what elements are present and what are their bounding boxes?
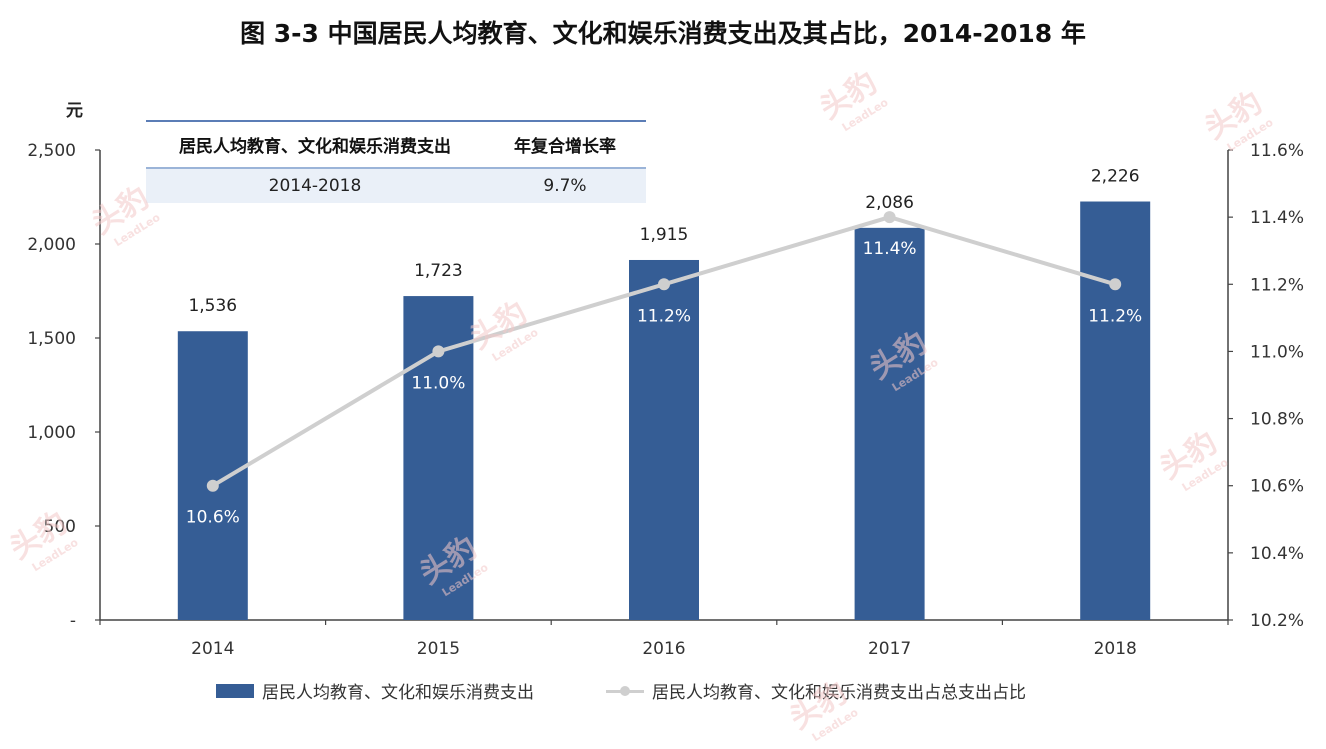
cagr-table-header-row: 居民人均教育、文化和娱乐消费支出 年复合增长率 [146, 120, 646, 169]
y-right-tick-label: 11.6% [1250, 141, 1304, 161]
line-value-label: 11.2% [1088, 306, 1142, 326]
legend-item-bar: 居民人均教育、文化和娱乐消费支出 [216, 678, 534, 703]
y-right-tick-label: 11.2% [1250, 275, 1304, 295]
line-point [883, 211, 896, 224]
cagr-table-rate: 9.7% [484, 168, 646, 203]
y-right-tick-label: 10.6% [1250, 477, 1304, 497]
combo-chart: - 500 1,000 1,500 2,000 2,500 10.2% 10.4% 10.6% 1… [27, 141, 1304, 659]
bar-value-label: 2,086 [865, 193, 914, 213]
x-tick-label: 2014 [191, 639, 234, 659]
y-right-tick-label: 10.8% [1250, 410, 1304, 430]
cagr-table-data-row: 2014-2018 9.7% [146, 168, 646, 203]
legend-item-line: 居民人均教育、文化和娱乐消费支出占总支出占比 [606, 678, 1026, 703]
y-right-tick-label: 10.2% [1250, 611, 1304, 631]
x-tick-label: 2018 [1094, 639, 1137, 659]
y-left-tick-label: 1,000 [27, 423, 76, 443]
y-left-tick-label: 2,500 [27, 141, 76, 161]
line-point [658, 278, 670, 291]
x-tick-label: 2016 [642, 639, 685, 659]
y-right-tick-label: 10.4% [1250, 544, 1304, 564]
bar [854, 227, 925, 620]
cagr-table-header-spending: 居民人均教育、文化和娱乐消费支出 [146, 120, 484, 169]
x-tick-label: 2015 [417, 639, 460, 659]
bar-value-label: 2,226 [1091, 167, 1140, 187]
line-point [1109, 278, 1122, 291]
chart-title: 图 3-3 中国居民人均教育、文化和娱乐消费支出及其占比，2014-2018 年 [240, 19, 1086, 48]
line-value-label: 11.2% [637, 306, 691, 326]
bar [1080, 201, 1151, 620]
legend-line-label: 居民人均教育、文化和娱乐消费支出占总支出占比 [652, 683, 1026, 703]
legend-line-swatch [606, 684, 644, 698]
y-left-tick-label: 500 [44, 517, 76, 537]
line-point [432, 345, 445, 358]
line-point [206, 479, 219, 492]
line-value-label: 10.6% [186, 508, 240, 528]
bar [177, 331, 248, 620]
bar-value-label: 1,723 [414, 261, 463, 281]
y-left-tick-label: - [70, 611, 76, 631]
legend: 居民人均教育、文化和娱乐消费支出 居民人均教育、文化和娱乐消费支出占总支出占比 [216, 678, 1098, 703]
line-value-label: 11.4% [863, 239, 917, 259]
bar-value-label: 1,915 [640, 225, 689, 245]
x-tick-label: 2017 [868, 639, 911, 659]
line-value-label: 11.0% [411, 373, 465, 393]
y-right-tick-label: 11.0% [1250, 342, 1304, 362]
cagr-table-period: 2014-2018 [146, 168, 484, 203]
y-left-tick-label: 2,000 [27, 235, 76, 255]
bar-value-label: 1,536 [188, 296, 237, 316]
cagr-table-header-cagr: 年复合增长率 [484, 120, 646, 169]
bar [629, 259, 699, 620]
legend-bar-swatch [216, 683, 254, 698]
cagr-table: 居民人均教育、文化和娱乐消费支出 年复合增长率 2014-2018 9.7% [146, 120, 646, 203]
y-left-tick-label: 1,500 [27, 329, 76, 349]
y-right-tick-label: 11.4% [1250, 208, 1304, 228]
legend-bar-label: 居民人均教育、文化和娱乐消费支出 [262, 683, 534, 703]
y-axis-unit-label: 元 [66, 101, 83, 121]
